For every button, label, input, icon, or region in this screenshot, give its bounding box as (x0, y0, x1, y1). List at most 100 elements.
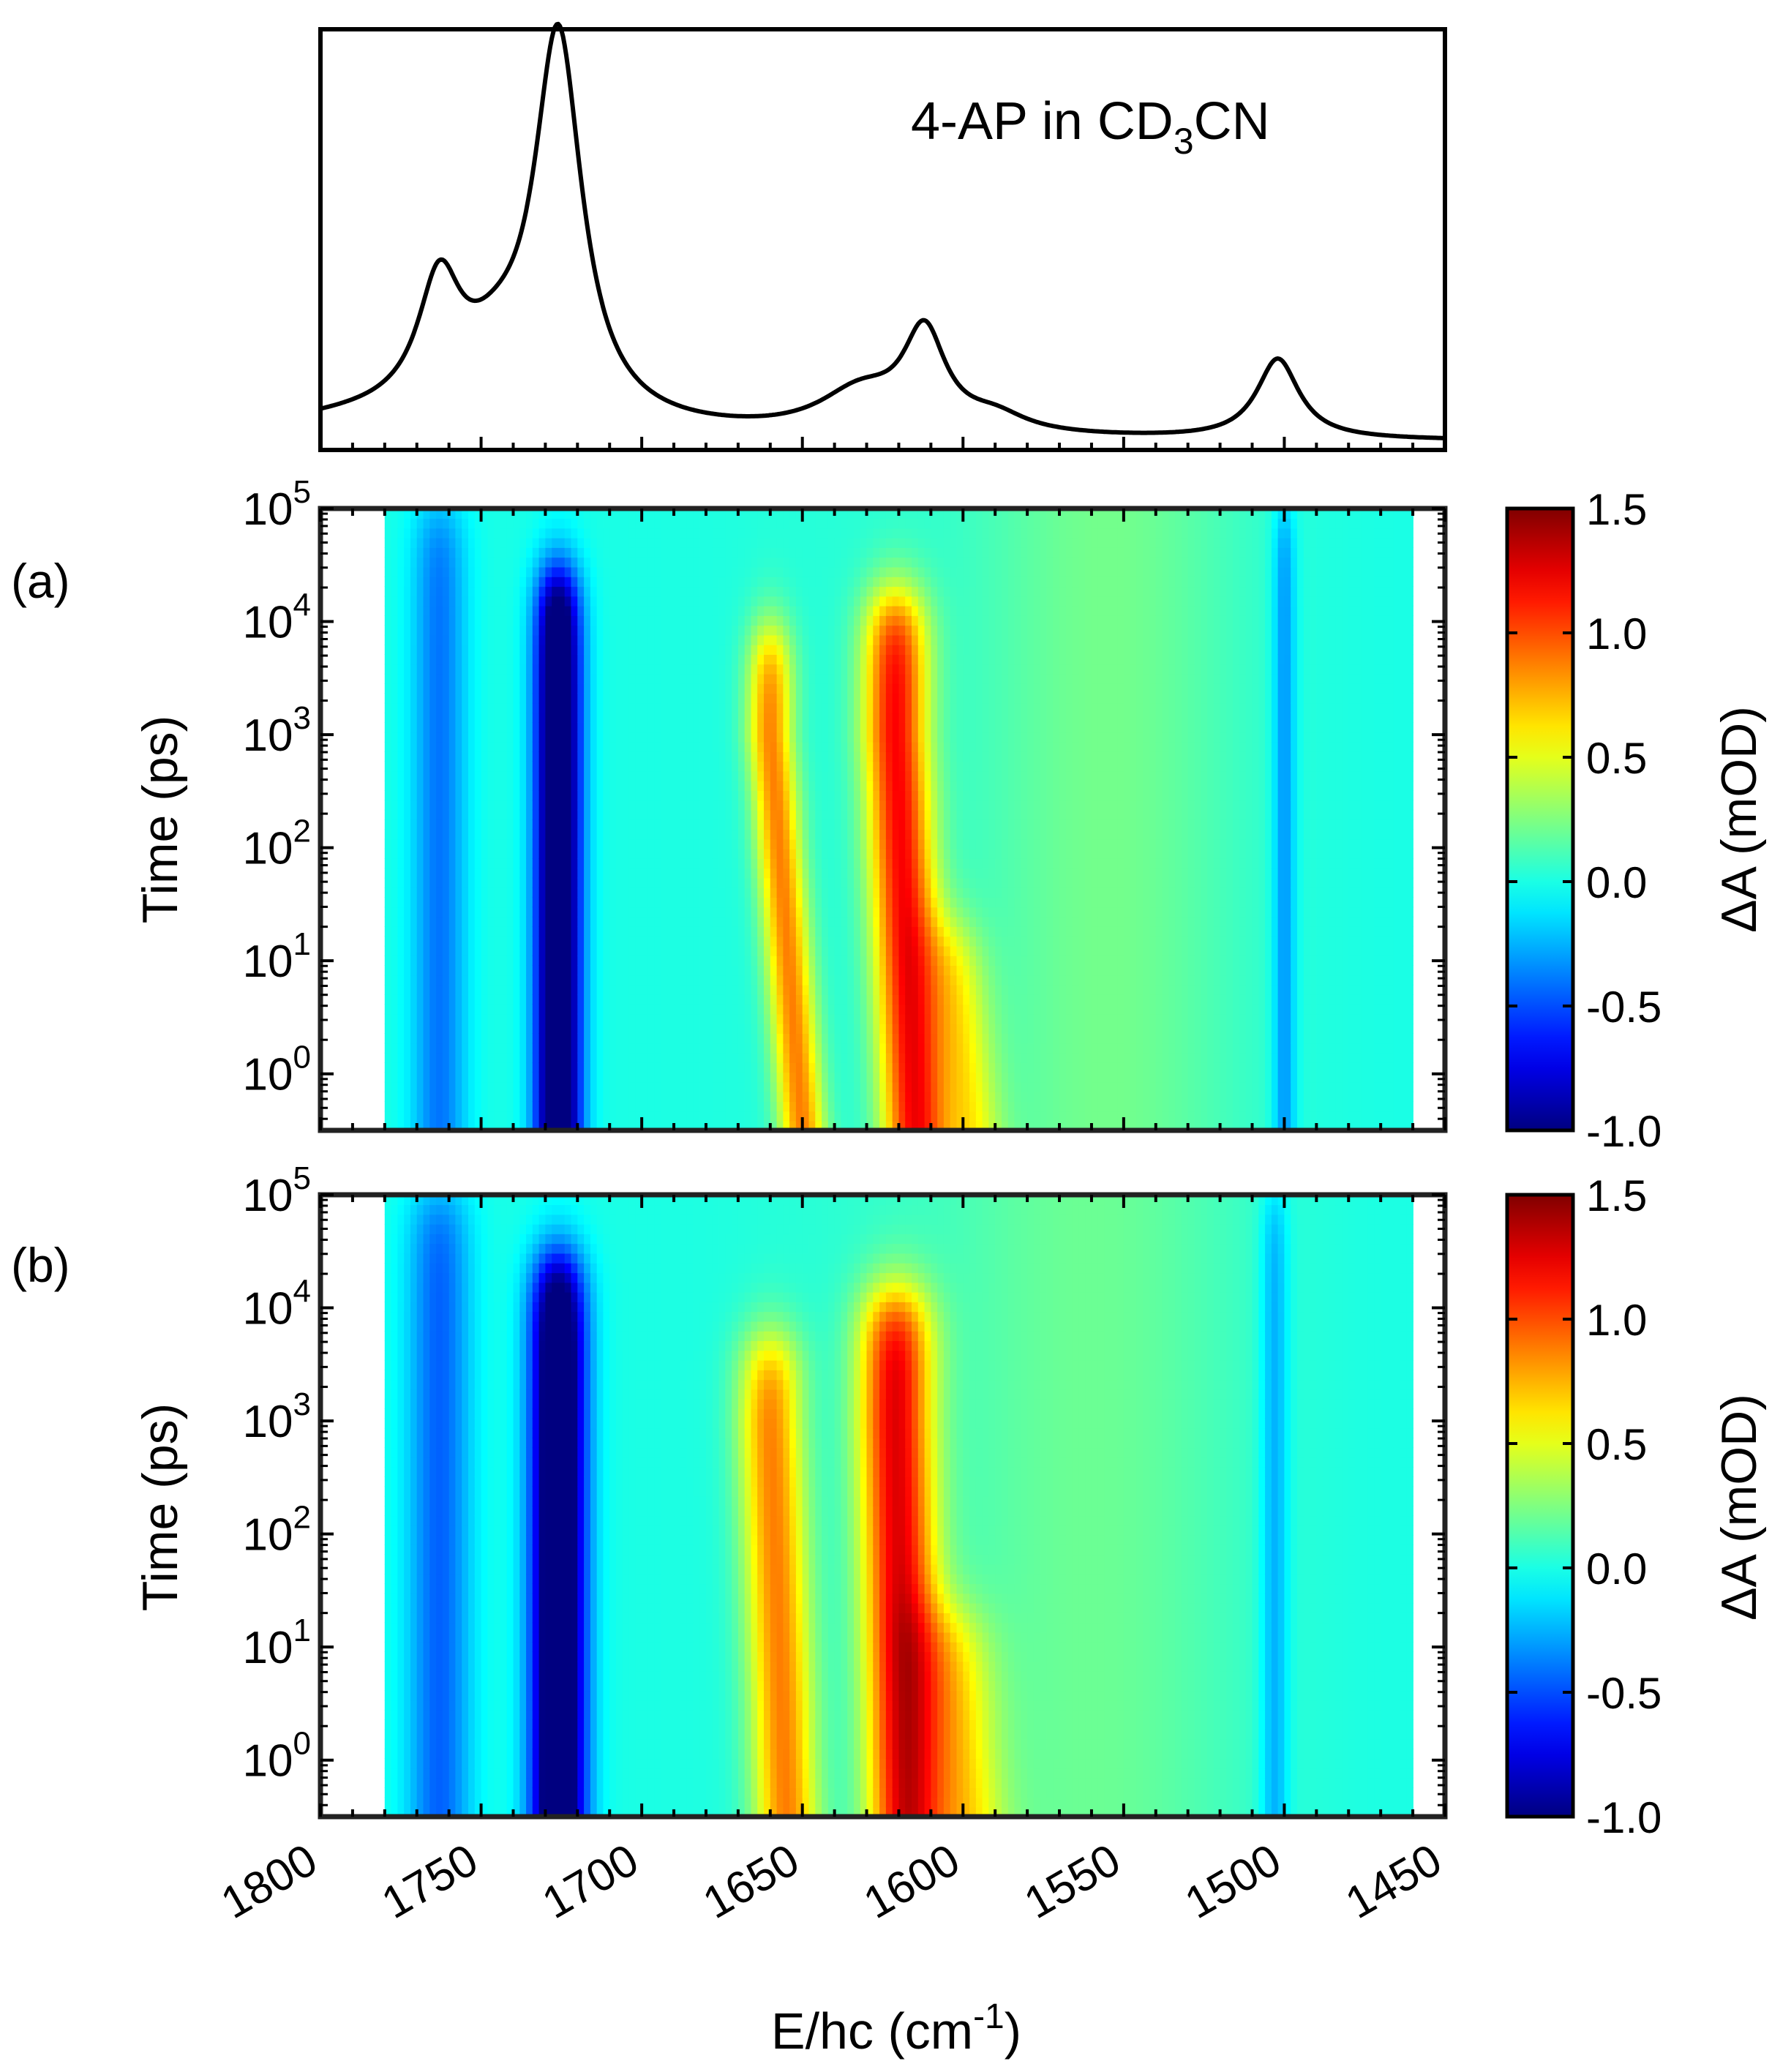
heatmap-cell (616, 654, 623, 665)
heatmap-cell (725, 868, 732, 879)
heatmap-cell (808, 819, 816, 830)
heatmap-cell (609, 1043, 617, 1054)
heatmap-cell (526, 1120, 533, 1130)
heatmap-cell (622, 654, 630, 665)
heatmap-cell (416, 1120, 424, 1130)
heatmap-cell (596, 528, 604, 538)
heatmap-cell (661, 1052, 669, 1063)
heatmap-cell (827, 1004, 836, 1015)
heatmap-cell (552, 829, 559, 840)
heatmap-cell (448, 1023, 457, 1034)
heatmap-cell (609, 596, 617, 607)
heatmap-cell (590, 936, 598, 947)
heatmap-cell (751, 887, 759, 898)
heatmap-cell (391, 916, 399, 927)
heatmap-cell (596, 673, 604, 684)
heatmap-cell (712, 673, 720, 684)
heatmap-cell (397, 693, 405, 704)
heatmap-cell (538, 906, 547, 917)
heatmap-cell (622, 994, 630, 1005)
heatmap-cell (404, 1023, 411, 1034)
heatmap-cell (751, 994, 759, 1005)
heatmap-cell (699, 858, 707, 869)
heatmap-cell (647, 683, 656, 694)
heatmap-cell (680, 1072, 688, 1083)
heatmap-cell (661, 858, 669, 869)
heatmap-cell (822, 566, 829, 577)
heatmap-cell (751, 644, 759, 655)
heatmap-cell (737, 936, 746, 947)
heatmap-cell (596, 897, 604, 908)
heatmap-cell (526, 1081, 533, 1092)
heatmap-cell (737, 1062, 746, 1073)
heatmap-cell (564, 605, 572, 616)
heatmap-cell (725, 1111, 732, 1122)
heatmap-cell (474, 1023, 482, 1034)
heatmap-cell (802, 868, 810, 879)
heatmap-cell (384, 654, 392, 665)
heatmap-cell (686, 586, 694, 597)
heatmap-cell (494, 528, 501, 538)
heatmap-cell (616, 537, 623, 548)
heatmap-cell (642, 780, 649, 791)
heatmap-cell (866, 732, 874, 743)
heatmap-cell (674, 809, 681, 820)
heatmap-cell (725, 644, 732, 655)
heatmap-cell (532, 770, 540, 781)
heatmap-cell (712, 868, 720, 879)
heatmap-cell (725, 975, 732, 986)
heatmap-cell (494, 566, 501, 577)
heatmap-cell (442, 1043, 450, 1054)
heatmap-cell (822, 693, 829, 704)
heatmap-cell (783, 848, 790, 859)
heatmap-cell (410, 877, 418, 888)
heatmap-cell (847, 770, 855, 781)
heatmap-cell (841, 1101, 848, 1112)
heatmap-cell (642, 1111, 649, 1122)
heatmap-cell (647, 508, 656, 519)
heatmap-cell (494, 1091, 501, 1102)
heatmap-cell (474, 1101, 482, 1112)
heatmap-cell (410, 829, 418, 840)
heatmap-cell (822, 780, 829, 791)
heatmap-cell (526, 994, 533, 1005)
heatmap-cell (674, 732, 681, 743)
heatmap-cell (647, 984, 656, 995)
heatmap-cell (397, 955, 405, 966)
heatmap-cell (802, 625, 810, 636)
heatmap-cell (635, 1101, 642, 1112)
heatmap-cell (776, 1120, 784, 1130)
heatmap-cell (429, 897, 437, 908)
heatmap-cell (764, 528, 771, 538)
heatmap-cell (770, 751, 778, 762)
heatmap-cell (706, 1101, 713, 1112)
heatmap-cell (635, 926, 642, 937)
heatmap-cell (577, 634, 585, 645)
heatmap-cell (661, 547, 669, 558)
heatmap-cell (706, 877, 713, 888)
heatmap-cell (468, 906, 476, 917)
heatmap-cell (706, 887, 713, 898)
heatmap-cell (596, 712, 604, 723)
heatmap-cell (423, 528, 431, 538)
heatmap-cell (391, 955, 399, 966)
heatmap-cell (538, 732, 547, 743)
heatmap-cell (603, 984, 610, 995)
heatmap-cell (757, 615, 765, 626)
heatmap-cell (506, 751, 514, 762)
heatmap-cell (462, 936, 469, 947)
heatmap-cell (423, 809, 431, 820)
heatmap-cell (725, 722, 732, 733)
heatmap-cell (706, 528, 713, 538)
heatmap-cell (494, 829, 501, 840)
heatmap-cell (487, 936, 495, 947)
heatmap-cell (584, 1120, 591, 1130)
heatmap-cell (764, 537, 771, 548)
heatmap-cell (699, 547, 707, 558)
heatmap-cell (737, 1072, 746, 1083)
heatmap-cell (783, 625, 790, 636)
heatmap-cell (577, 829, 585, 840)
heatmap-cell (680, 790, 688, 801)
heatmap-cell (462, 761, 469, 772)
heatmap-cell (744, 732, 752, 743)
